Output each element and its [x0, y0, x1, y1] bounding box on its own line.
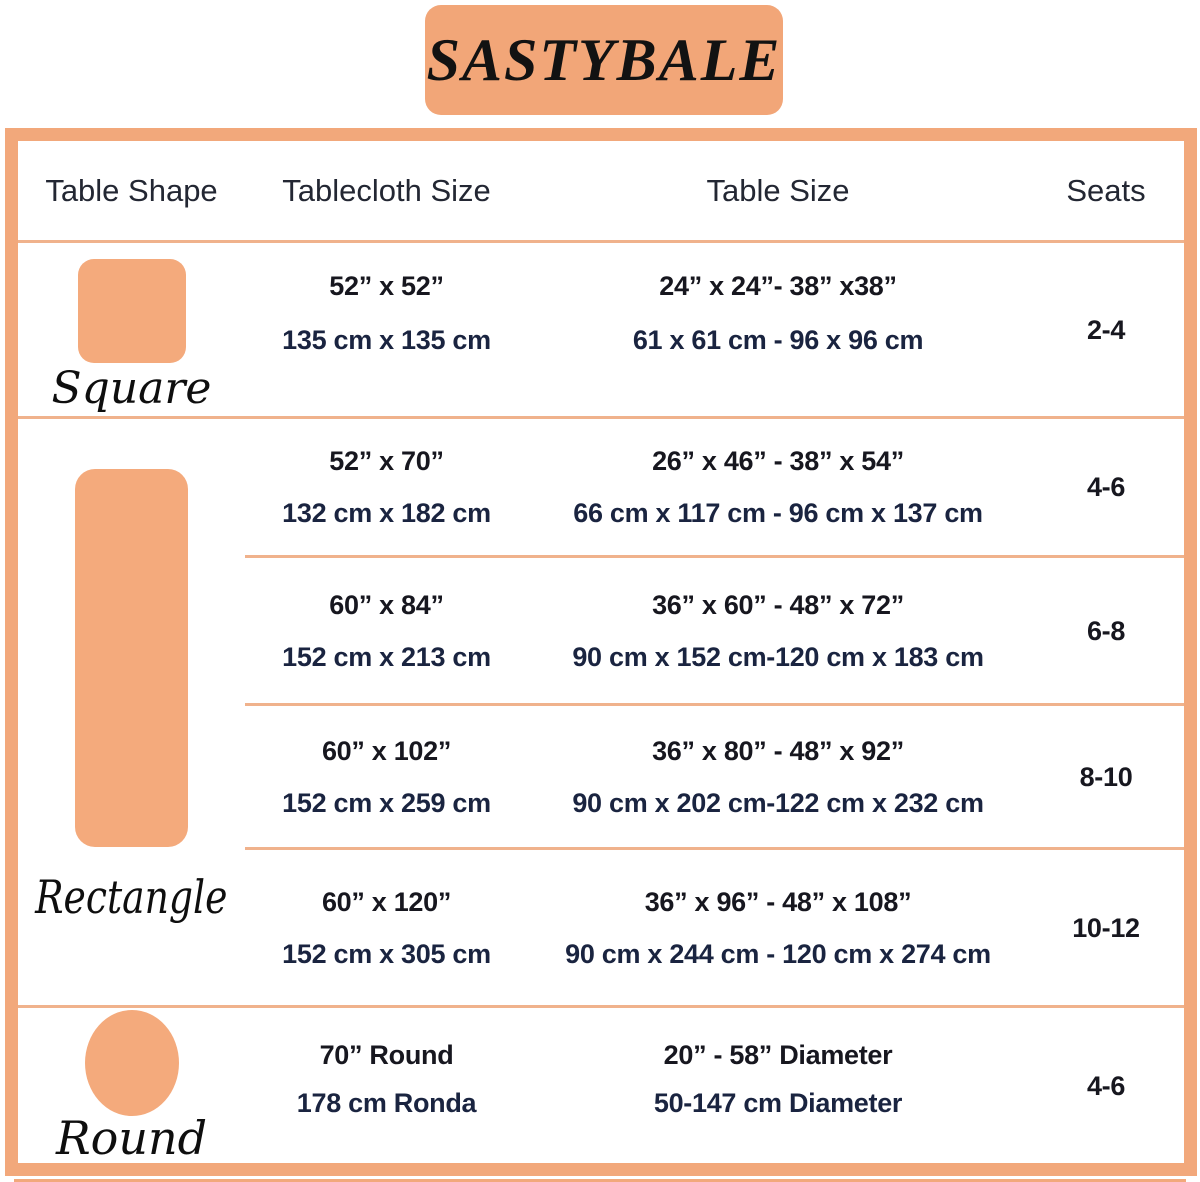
- tablecloth-size-inches: 70” Round: [319, 1040, 454, 1070]
- tablecloth-size-cell: 52” x 52” 135 cm x 135 cm: [245, 243, 528, 416]
- seats-value: 8-10: [1079, 761, 1133, 792]
- table-size-cm: 90 cm x 152 cm-120 cm x 183 cm: [572, 641, 984, 672]
- table-size-cell: 36” x 60” - 48” x 72” 90 cm x 152 cm-120…: [528, 558, 1028, 703]
- rectangle-size-rows: 52” x 70” 132 cm x 182 cm 26” x 46” - 38…: [245, 419, 1184, 1005]
- table-size-cell: 36” x 96” - 48” x 108” 90 cm x 244 cm - …: [528, 850, 1028, 1005]
- tablecloth-size-cm: 152 cm x 259 cm: [282, 787, 491, 818]
- table-row-rectangle-2: 60” x 84” 152 cm x 213 cm 36” x 60” - 48…: [245, 555, 1184, 703]
- table-size-cell: 20” - 58” Diameter 50-147 cm Diameter: [528, 1008, 1028, 1163]
- seats-value: 10-12: [1072, 912, 1140, 943]
- table-size-cell: 26” x 46” - 38” x 54” 66 cm x 117 cm - 9…: [528, 419, 1028, 555]
- tablecloth-size-inches: 52” x 70”: [329, 446, 444, 476]
- table-size-cm: 66 cm x 117 cm - 96 cm x 137 cm: [573, 498, 983, 528]
- table-size-cell: 24” x 24”- 38” x38” 61 x 61 cm - 96 x 96…: [528, 243, 1028, 416]
- column-header-seats: Seats: [1066, 172, 1146, 208]
- seats-value: 2-4: [1086, 314, 1126, 345]
- tablecloth-size-cm: 178 cm Ronda: [296, 1088, 477, 1118]
- bottom-frame-strip: [14, 1179, 1186, 1182]
- seats-value: 4-6: [1086, 1070, 1126, 1101]
- shape-cell-square: Square: [18, 243, 245, 416]
- shape-cell-round: Round: [18, 1008, 245, 1163]
- table-size-cm: 90 cm x 202 cm-122 cm x 232 cm: [572, 787, 984, 818]
- table-header-row: Table Shape Tablecloth Size Table Size S…: [18, 141, 1184, 240]
- seats-value: 6-8: [1086, 615, 1126, 646]
- table-section-rectangle: Rectangle 52” x 70” 132 cm x 182 cm 26” …: [18, 416, 1184, 1005]
- brand-logo: SASTYBALE: [425, 5, 783, 115]
- tablecloth-size-inches: 60” x 84”: [329, 589, 444, 620]
- tablecloth-size-cell: 60” x 120” 152 cm x 305 cm: [245, 850, 528, 1005]
- brand-name: SASTYBALE: [426, 26, 782, 93]
- table-row-rectangle-1: 52” x 70” 132 cm x 182 cm 26” x 46” - 38…: [245, 419, 1184, 555]
- tablecloth-size-cm: 152 cm x 213 cm: [282, 641, 491, 672]
- table-size-cm: 90 cm x 244 cm - 120 cm x 274 cm: [565, 938, 991, 969]
- column-header-table-size: Table Size: [706, 172, 850, 208]
- table-size-cell: 36” x 80” - 48” x 92” 90 cm x 202 cm-122…: [528, 706, 1028, 847]
- table-size-cm: 61 x 61 cm - 96 x 96 cm: [632, 325, 924, 355]
- table-size-inches: 26” x 46” - 38” x 54”: [652, 446, 904, 476]
- shape-label-round: Round: [55, 1111, 208, 1165]
- tablecloth-size-inches: 52” x 52”: [329, 271, 444, 301]
- tablecloth-size-cm: 152 cm x 305 cm: [282, 938, 491, 969]
- square-shape-icon: [77, 259, 186, 363]
- table-row-rectangle-3: 60” x 102” 152 cm x 259 cm 36” x 80” - 4…: [245, 703, 1184, 847]
- table-size-inches: 20” - 58” Diameter: [663, 1040, 893, 1070]
- table-size-inches: 36” x 80” - 48” x 92”: [652, 735, 904, 766]
- tablecloth-size-inches: 60” x 102”: [321, 735, 452, 766]
- table-row-round: Round 70” Round 178 cm Ronda 20” - 58” D…: [18, 1005, 1184, 1163]
- tablecloth-size-cell: 70” Round 178 cm Ronda: [245, 1008, 528, 1163]
- tablecloth-size-cell: 52” x 70” 132 cm x 182 cm: [245, 419, 528, 555]
- tablecloth-size-cm: 135 cm x 135 cm: [282, 325, 491, 355]
- tablecloth-size-cell: 60” x 102” 152 cm x 259 cm: [245, 706, 528, 847]
- shape-label-rectangle: Rectangle: [35, 870, 228, 924]
- table-size-inches: 36” x 96” - 48” x 108”: [644, 886, 912, 917]
- table-size-cm: 50-147 cm Diameter: [653, 1088, 903, 1118]
- table-size-inches: 24” x 24”- 38” x38”: [659, 271, 897, 301]
- table-row-rectangle-4: 60” x 120” 152 cm x 305 cm 36” x 96” - 4…: [245, 847, 1184, 1005]
- rectangle-shape-icon: [75, 469, 188, 847]
- table-size-inches: 36” x 60” - 48” x 72”: [652, 589, 904, 620]
- shape-label-square: Square: [51, 363, 212, 414]
- column-header-tablecloth-size: Tablecloth Size: [282, 172, 491, 208]
- tablecloth-size-inches: 60” x 120”: [321, 886, 452, 917]
- tablecloth-size-cm: 132 cm x 182 cm: [282, 498, 491, 528]
- shape-cell-rectangle: Rectangle: [18, 419, 245, 1005]
- seats-value: 4-6: [1086, 472, 1126, 502]
- round-shape-icon: [84, 1010, 179, 1116]
- table-row-square: Square 52” x 52” 135 cm x 135 cm 24” x 2…: [18, 240, 1184, 416]
- size-chart-table: Table Shape Tablecloth Size Table Size S…: [5, 128, 1197, 1176]
- column-header-table-shape: Table Shape: [45, 172, 218, 208]
- tablecloth-size-cell: 60” x 84” 152 cm x 213 cm: [245, 558, 528, 703]
